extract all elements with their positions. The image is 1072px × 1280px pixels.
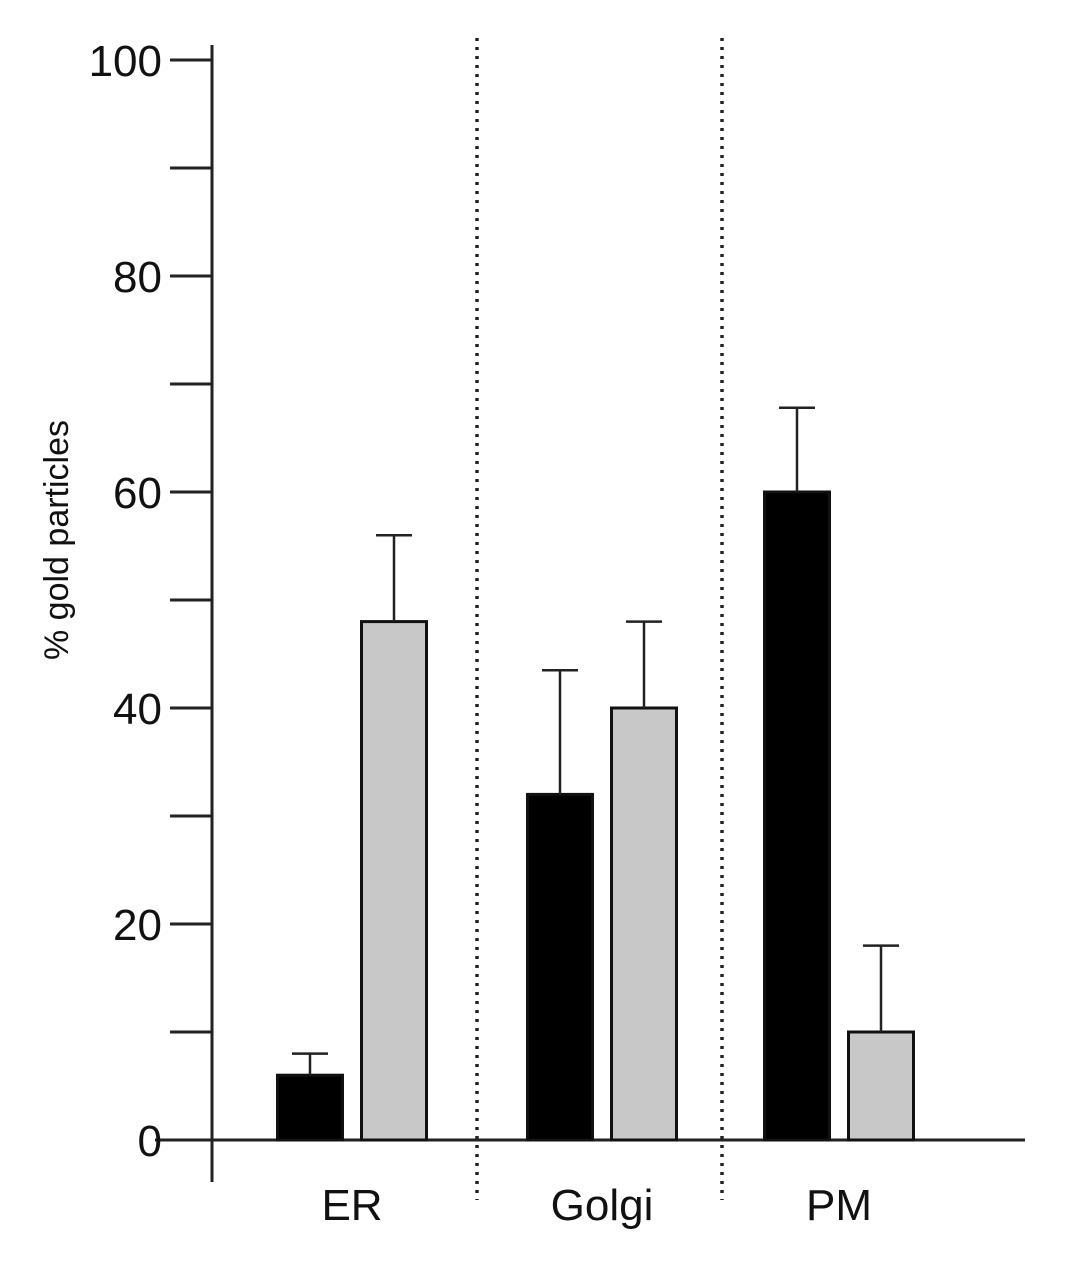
y-tick-label: 40 xyxy=(113,685,162,734)
y-tick-label: 100 xyxy=(89,37,162,86)
error-bars xyxy=(292,406,899,1076)
bar xyxy=(610,706,678,1142)
bar xyxy=(847,1030,915,1142)
y-tick-label: 80 xyxy=(113,253,162,302)
y-tick-label: 0 xyxy=(138,1117,162,1166)
y-tick-label: 60 xyxy=(113,469,162,518)
bar xyxy=(526,792,594,1142)
bars xyxy=(276,490,915,1142)
labels: ER Golgi PM xyxy=(321,1181,872,1230)
bar xyxy=(276,1073,344,1142)
category-separators xyxy=(475,38,724,1200)
x-category-label: ER xyxy=(321,1181,382,1230)
bar xyxy=(360,620,428,1142)
y-tick-label: 20 xyxy=(113,901,162,950)
bar xyxy=(763,490,831,1142)
y-axis-title: % gold particles xyxy=(38,420,76,660)
x-category-label: PM xyxy=(806,1181,872,1230)
x-category-label: Golgi xyxy=(551,1181,654,1230)
